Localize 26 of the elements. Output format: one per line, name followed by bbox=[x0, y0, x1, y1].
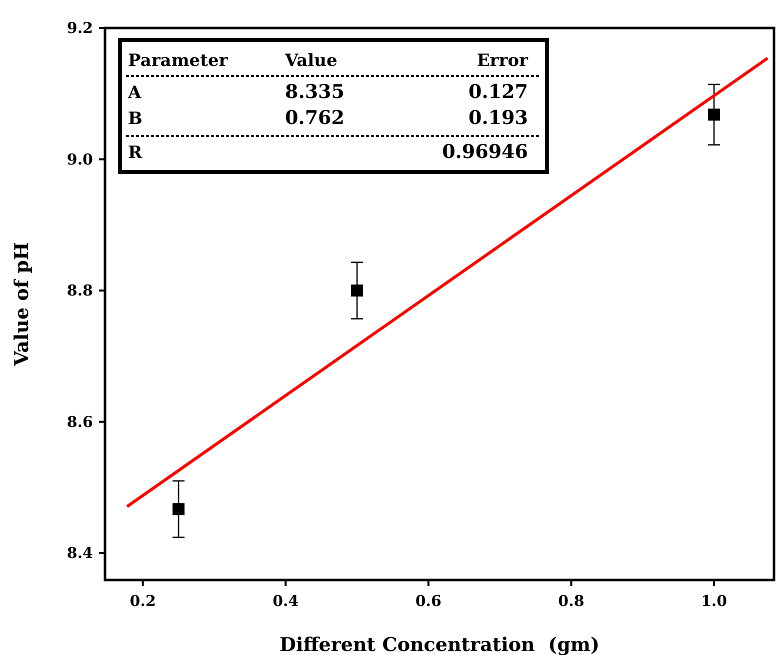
annotation: 0.96946 bbox=[442, 141, 528, 163]
annotation: Parameter bbox=[128, 51, 229, 71]
annotation: 0.762 bbox=[285, 107, 344, 129]
x-tick-label: 0.2 bbox=[130, 592, 156, 610]
y-tick-label: 9.0 bbox=[66, 150, 93, 168]
y-tick-label: 8.4 bbox=[66, 544, 93, 562]
annotation: 0.193 bbox=[468, 107, 528, 129]
y-tick-label: 9.2 bbox=[66, 19, 93, 37]
x-tick-label: 0.4 bbox=[272, 592, 299, 610]
point bbox=[172, 503, 185, 516]
x-tick-label: 1.0 bbox=[700, 592, 728, 610]
x-tick-label: 0.6 bbox=[415, 592, 442, 610]
annotation: Value bbox=[284, 51, 338, 71]
annotation: B bbox=[128, 109, 142, 129]
annotation: A bbox=[127, 83, 142, 103]
y-tick-label: 8.6 bbox=[66, 412, 93, 431]
annotation: 8.335 bbox=[285, 81, 344, 103]
x-axis-title: Different Concentration (gm) bbox=[280, 634, 600, 655]
annotation: R bbox=[128, 143, 143, 163]
y-axis-title: Value of pH bbox=[11, 242, 33, 367]
y-tick-label: 8.8 bbox=[66, 282, 93, 300]
annotation: Error bbox=[476, 51, 530, 71]
point bbox=[351, 284, 364, 297]
x-tick-label: 0.8 bbox=[558, 592, 584, 610]
annotation: 0.127 bbox=[468, 81, 528, 103]
point bbox=[708, 108, 720, 121]
